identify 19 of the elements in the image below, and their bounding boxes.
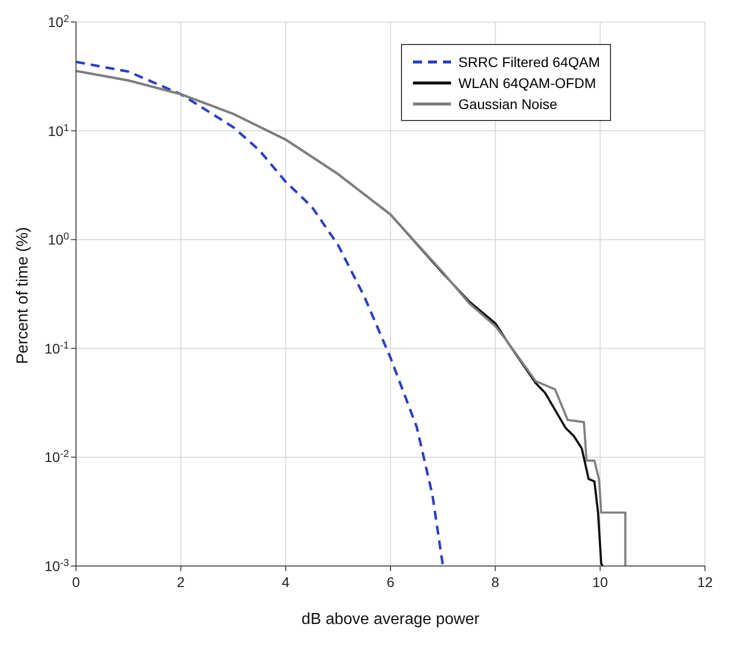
y-tick-label: 10$^{0}$ [48,231,70,248]
x-tick-label: 8 [491,574,500,590]
legend-label: Gaussian Noise [458,96,558,112]
y-tick-label: 10$^{-1}$ [44,340,70,356]
y-tick-label: 10$^{-3}$ [44,558,70,574]
x-tick-label: 12 [697,574,713,590]
x-tick-label: 6 [386,574,395,590]
y-tick-label: 10$^{1}$ [48,122,70,139]
line-series [76,60,444,566]
x-tick-label: 10 [592,574,608,590]
legend-label: SRRC Filtered 64QAM [458,54,600,70]
x-tick-label: 4 [282,574,290,590]
legend-label: WLAN 64QAM-OFDM [458,74,596,90]
x-axis-title: dB above average power [302,611,480,628]
x-tick-label: 0 [72,574,80,590]
y-tick-label: 10$^{2}$ [48,14,70,30]
y-axis-title: Percent of time (%) [14,227,32,364]
x-tick-label: 2 [176,574,185,590]
y-tick-label: 10$^{-2}$ [44,448,70,466]
